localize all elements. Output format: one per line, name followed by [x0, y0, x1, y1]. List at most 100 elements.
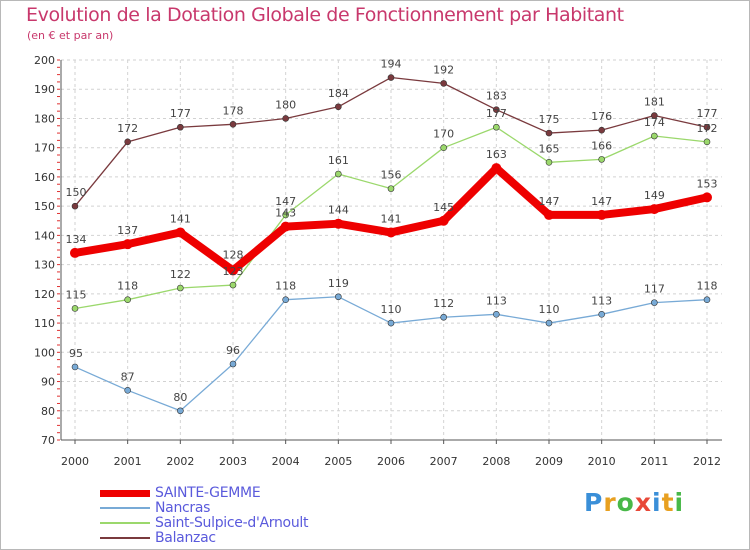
- data-point: [282, 115, 289, 122]
- data-label: 175: [539, 113, 560, 126]
- logo-letter: i: [652, 488, 662, 517]
- data-point: [177, 284, 184, 292]
- data-point: [177, 123, 184, 131]
- data-label: 163: [486, 148, 507, 161]
- data-label: 178: [223, 104, 244, 117]
- y-tick-label: 70: [41, 434, 55, 447]
- y-tick-label: 200: [34, 54, 55, 67]
- data-point: [71, 202, 79, 210]
- data-point: [229, 121, 237, 128]
- data-point: [387, 74, 395, 81]
- x-tick-label: 2007: [430, 455, 458, 468]
- data-point: [124, 138, 131, 146]
- data-label: 192: [433, 63, 454, 76]
- data-point: [651, 112, 658, 119]
- logo-letter: t: [661, 488, 675, 517]
- data-label: 156: [381, 169, 402, 182]
- data-point: [440, 144, 447, 151]
- legend-swatch: [100, 489, 150, 497]
- data-label: 180: [275, 98, 296, 111]
- data-label: 110: [381, 303, 402, 316]
- data-label: 177: [486, 107, 507, 120]
- data-point: [596, 209, 607, 220]
- plot-area: [61, 60, 722, 440]
- y-tick-label: 110: [34, 317, 55, 330]
- data-label: 172: [117, 122, 138, 135]
- chart-title: Evolution de la Dotation Globale de Fonc…: [26, 4, 624, 26]
- data-point: [598, 156, 605, 163]
- x-tick-label: 2010: [588, 455, 616, 468]
- data-point: [440, 80, 447, 87]
- data-point: [282, 211, 289, 219]
- data-label: 110: [539, 303, 560, 316]
- data-point: [229, 281, 237, 289]
- data-label: 113: [486, 294, 507, 307]
- x-tick-label: 2009: [535, 455, 563, 468]
- data-point: [280, 221, 291, 232]
- data-point: [335, 170, 342, 178]
- data-label: 115: [66, 288, 87, 301]
- data-point: [493, 311, 500, 318]
- data-label: 181: [644, 96, 665, 109]
- legend-swatch: [100, 537, 150, 539]
- data-label: 122: [170, 268, 191, 281]
- chart-subtitle: (en € et par an): [27, 29, 114, 42]
- chart-plot: 7080901001101201301401501601701801902002…: [34, 54, 722, 468]
- legend-label: Saint-Sulpice-d'Arnoult: [155, 515, 309, 531]
- data-label: 96: [226, 344, 240, 357]
- data-label: 170: [433, 128, 454, 141]
- data-point: [598, 126, 605, 134]
- data-label: 147: [591, 195, 612, 208]
- data-label: 177: [697, 107, 718, 120]
- y-tick-label: 170: [34, 142, 55, 155]
- data-point: [124, 296, 131, 303]
- y-tick-label: 180: [34, 112, 55, 125]
- data-label: 118: [275, 280, 296, 293]
- legend-swatch: [100, 522, 150, 524]
- x-tick-label: 2005: [324, 455, 352, 468]
- data-label: 183: [486, 90, 507, 103]
- data-point: [545, 319, 553, 327]
- data-point: [386, 227, 396, 238]
- x-tick-label: 2002: [166, 455, 194, 468]
- data-point: [333, 218, 344, 229]
- data-label: 172: [697, 122, 718, 135]
- data-label: 137: [117, 224, 138, 237]
- data-point: [71, 363, 79, 371]
- data-label: 87: [121, 370, 135, 383]
- data-label: 194: [381, 58, 402, 71]
- x-tick-label: 2000: [61, 455, 89, 468]
- logo-letter: r: [603, 488, 617, 517]
- legend-swatch: [100, 507, 150, 509]
- data-point: [702, 192, 712, 203]
- data-point: [545, 129, 553, 137]
- data-point: [703, 138, 711, 146]
- data-label: 119: [328, 277, 349, 290]
- data-label: 144: [328, 204, 349, 217]
- data-point: [387, 319, 395, 327]
- data-point: [387, 185, 395, 192]
- data-label: 118: [117, 280, 138, 293]
- logo-letter: x: [634, 488, 652, 517]
- y-tick-label: 120: [34, 288, 55, 301]
- data-label: 95: [69, 347, 83, 360]
- y-tick-label: 100: [34, 346, 55, 359]
- data-point: [491, 163, 502, 174]
- data-point: [335, 293, 342, 301]
- data-point: [493, 123, 500, 131]
- y-tick-label: 90: [41, 376, 55, 389]
- data-label: 113: [591, 294, 612, 307]
- data-point: [228, 265, 238, 276]
- logo-letter: i: [674, 488, 685, 517]
- data-point: [598, 311, 605, 318]
- data-point: [124, 387, 131, 394]
- data-label: 153: [697, 177, 718, 190]
- data-point: [544, 209, 554, 220]
- y-tick-label: 150: [34, 200, 55, 213]
- data-point: [703, 123, 711, 131]
- x-tick-label: 2011: [640, 455, 668, 468]
- x-tick-label: 2006: [377, 455, 405, 468]
- x-tick-label: 2012: [693, 455, 721, 468]
- data-point: [122, 239, 133, 250]
- data-point: [177, 407, 184, 415]
